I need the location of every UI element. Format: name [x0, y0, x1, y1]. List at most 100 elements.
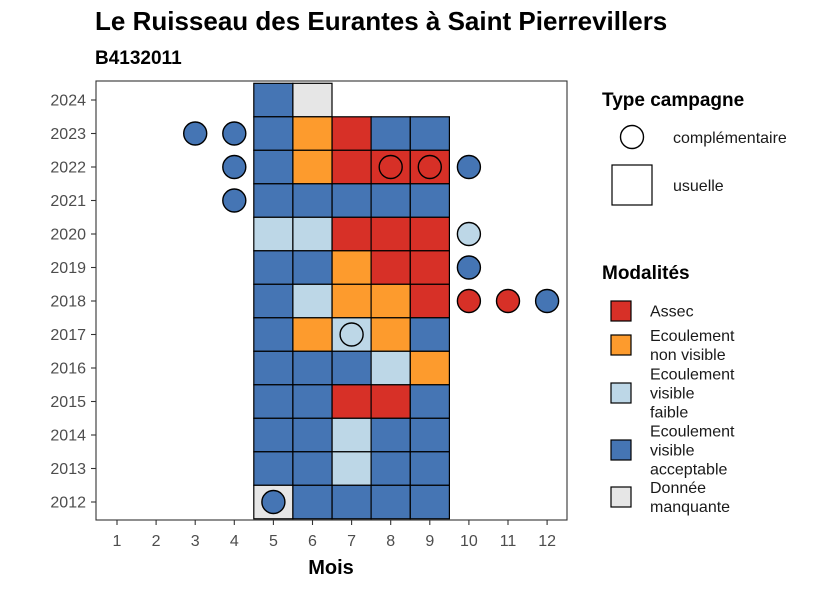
legend-label-N: Ecoulement non visible [650, 328, 735, 364]
tile-2014-9 [409, 417, 450, 453]
tile-2021-7 [331, 183, 372, 218]
tile-2015-6 [292, 384, 333, 419]
point-2023-4 [222, 121, 247, 146]
tile-2023-9 [409, 116, 450, 151]
legend-label-usuelle: usuelle [673, 178, 724, 195]
x-tick-label-7: 7 [347, 533, 356, 550]
tile-2015-7 [331, 384, 372, 419]
y-tick-label-2020: 2020 [50, 227, 86, 244]
y-tick-label-2017: 2017 [50, 327, 86, 344]
tile-2014-5 [253, 417, 294, 453]
tile-2019-5 [253, 250, 294, 285]
x-tick-label-12: 12 [538, 533, 556, 550]
legend-campaign-type: Type campagne complémentaire usuelle [602, 90, 787, 206]
tile-2020-8 [370, 216, 411, 252]
tile-2013-6 [292, 451, 333, 486]
legend-key-M [610, 486, 632, 508]
points-layer [182, 121, 560, 515]
y-tick-label-2016: 2016 [50, 361, 86, 378]
tile-2023-5 [253, 116, 294, 151]
point-2012-5 [261, 489, 286, 515]
tile-2014-7 [331, 417, 372, 453]
tile-2017-9 [409, 317, 450, 352]
tiles-layer [253, 82, 450, 520]
chart-subtitle: B4132011 [95, 48, 182, 69]
tile-2013-5 [253, 451, 294, 486]
point-2020-10 [456, 221, 482, 247]
point-2017-7 [339, 322, 364, 347]
x-tick-label-8: 8 [386, 533, 395, 550]
tile-2023-6 [292, 116, 333, 151]
x-tick-label-3: 3 [191, 533, 200, 550]
tile-2022-6 [292, 149, 333, 185]
legend-label-F: Ecoulement visible faible [650, 367, 735, 422]
legend-key-F [610, 382, 632, 404]
tile-2015-9 [409, 384, 450, 419]
point-2018-11 [495, 288, 521, 314]
tile-2013-7 [331, 451, 372, 486]
tile-2015-5 [253, 384, 294, 419]
tile-2023-7 [331, 116, 372, 151]
tile-2022-7 [331, 149, 372, 185]
x-tick-label-10: 10 [460, 533, 478, 550]
tile-2016-6 [292, 350, 333, 386]
x-tick-label-2: 2 [152, 533, 161, 550]
legend-key-A [610, 300, 632, 322]
tile-2020-5 [253, 216, 294, 252]
x-tick-label-11: 11 [500, 533, 517, 550]
tile-2017-8 [370, 317, 411, 352]
tile-2018-6 [292, 283, 333, 319]
tile-2021-8 [370, 183, 411, 218]
tile-2018-8 [370, 283, 411, 319]
point-2019-10 [456, 255, 482, 280]
tile-2021-6 [292, 183, 333, 218]
tile-2015-8 [370, 384, 411, 419]
tile-2019-9 [409, 250, 450, 285]
tile-2020-9 [409, 216, 450, 252]
tile-2019-6 [292, 250, 333, 285]
tile-2024-5 [253, 82, 294, 118]
x-tick-label-1: 1 [113, 533, 122, 550]
legend-label-A: Assec [650, 304, 694, 321]
point-2022-9 [417, 154, 442, 180]
tile-2021-5 [253, 183, 294, 218]
y-axis: 2012 2013 2014 2015 2016 2017 2018 2019 2020 2021… [50, 93, 96, 512]
chart-title: Le Ruisseau des Eurantes à Saint Pierrev… [95, 6, 667, 36]
tile-2017-5 [253, 317, 294, 352]
tile-2012-9 [409, 484, 450, 520]
tile-2012-8 [370, 484, 411, 520]
y-tick-label-2019: 2019 [50, 260, 86, 277]
tile-2021-9 [409, 183, 450, 218]
tile-2014-6 [292, 417, 333, 453]
legend-campaign-title: Type campagne [602, 90, 744, 111]
tile-2012-6 [292, 484, 333, 520]
x-tick-label-4: 4 [230, 533, 239, 550]
tile-2017-6 [292, 317, 333, 352]
tile-2012-7 [331, 484, 372, 520]
legend-key-complementaire [619, 124, 645, 150]
tile-2013-8 [370, 451, 411, 486]
x-tick-label-6: 6 [308, 533, 317, 550]
legend-key-V [610, 439, 632, 461]
tile-2019-8 [370, 250, 411, 285]
x-axis-title: Mois [308, 557, 354, 579]
y-tick-label-2014: 2014 [50, 428, 86, 445]
legend-modalites-title: Modalités [602, 263, 690, 284]
y-tick-label-2024: 2024 [50, 93, 86, 110]
tile-2020-7 [331, 216, 372, 252]
tile-2016-8 [370, 350, 411, 386]
tile-2023-8 [370, 116, 411, 151]
y-tick-label-2013: 2013 [50, 461, 86, 478]
point-2018-10 [456, 288, 482, 314]
legend-label-complementaire: complémentaire [673, 130, 787, 147]
y-tick-label-2023: 2023 [50, 126, 86, 143]
tile-2016-7 [331, 350, 372, 386]
x-axis: 1 2 3 4 5 6 7 8 9 10 11 12 [113, 520, 556, 550]
y-tick-label-2021: 2021 [50, 193, 86, 210]
legend-key-usuelle [611, 164, 653, 206]
tile-2018-9 [409, 283, 450, 319]
y-tick-label-2015: 2015 [50, 394, 86, 411]
legend-label-V: Ecoulement visible acceptable [650, 424, 735, 479]
